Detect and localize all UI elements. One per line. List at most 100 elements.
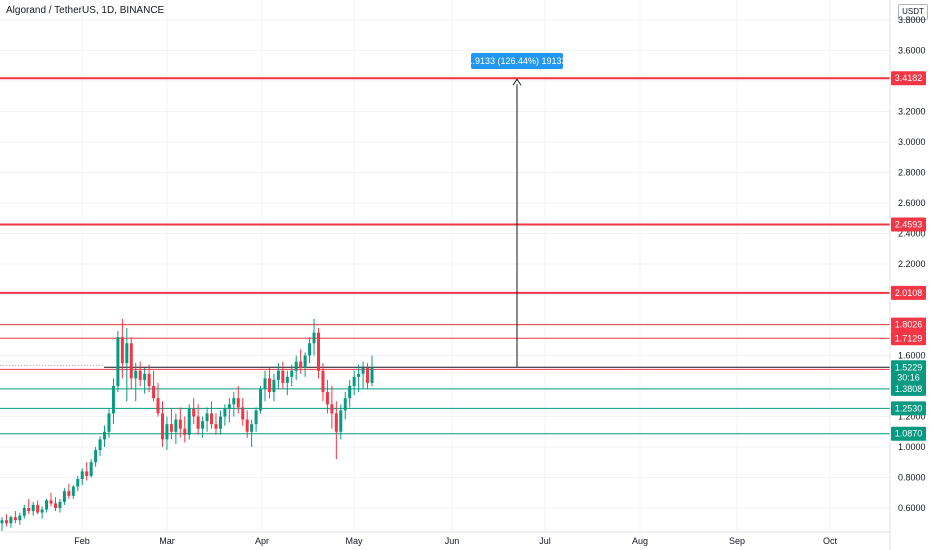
candle-body: [250, 424, 254, 432]
last-price-tag-box: [891, 360, 926, 385]
candle-body: [348, 386, 352, 399]
candle-body: [366, 367, 370, 383]
candle-body: [227, 404, 231, 409]
candle-body: [22, 508, 26, 516]
price-tag-box: [891, 71, 926, 86]
candle-body: [152, 386, 156, 399]
candle-body: [267, 378, 271, 393]
candle-body: [98, 439, 102, 451]
y-tick-label: 2.8000: [898, 168, 926, 178]
price-tag-box: [891, 317, 926, 332]
y-tick-label: 1.6000: [898, 351, 926, 361]
candle-body: [254, 410, 258, 425]
price-tag-box: [891, 426, 926, 441]
candle-body: [76, 479, 80, 487]
candle-body: [196, 416, 200, 429]
candle-body: [169, 424, 173, 432]
candle-body: [361, 367, 365, 374]
candle-body: [192, 408, 196, 417]
candle-body: [321, 370, 325, 393]
candlesticks: [0, 318, 374, 531]
candle-body: [85, 471, 89, 476]
x-tick-label: Oct: [823, 536, 838, 546]
candle-body: [160, 413, 164, 440]
candle-body: [147, 373, 151, 386]
candle-body: [120, 337, 124, 364]
x-tick-label: Jun: [445, 536, 460, 546]
candle-body: [218, 416, 222, 429]
candle-body: [143, 373, 147, 380]
candle-body: [58, 501, 62, 508]
x-tick-label: May: [345, 536, 363, 546]
measure-label: 1.9133 (126.44%) 19133: [467, 56, 566, 66]
x-tick-label: Sep: [729, 536, 745, 546]
candle-body: [178, 419, 182, 429]
candle-body: [18, 515, 22, 521]
y-tick-label: 2.2000: [898, 259, 926, 269]
candle-body: [165, 424, 169, 440]
candle-body: [214, 424, 218, 429]
price-tag-label: 1.7129: [895, 333, 923, 343]
price-tag-box: [891, 401, 926, 416]
candle-body: [232, 398, 236, 405]
y-tick-label: 0.8000: [898, 473, 926, 483]
candle-body: [290, 370, 294, 377]
candle-body: [294, 361, 298, 371]
candle-body: [116, 337, 120, 386]
price-tag-label: 1.3808: [895, 384, 923, 394]
candle-body: [0, 520, 4, 524]
candle-body: [156, 398, 160, 414]
candle-body: [285, 376, 289, 383]
candle-body: [352, 376, 356, 386]
candle-body: [129, 343, 133, 379]
y-tick-label: 2.4000: [898, 229, 926, 239]
candle-body: [245, 419, 249, 432]
candle-body: [174, 419, 178, 432]
candle-body: [201, 421, 205, 429]
price-tag-label: 2.4593: [895, 219, 923, 229]
price-tag-box: [891, 381, 926, 396]
grid: [0, 0, 890, 532]
y-tick-label: 1.2000: [898, 412, 926, 422]
x-tick-label: Mar: [159, 536, 175, 546]
candle-body: [53, 503, 57, 508]
candle-body: [236, 398, 240, 408]
x-tick-label: Apr: [255, 536, 269, 546]
countdown-label: 30:16: [897, 372, 920, 382]
candle-body: [210, 413, 214, 425]
price-tag-label: 1.0870: [895, 429, 923, 439]
candle-body: [308, 343, 312, 356]
price-tags: 3.41822.45932.01081.80261.71291.50901.38…: [891, 71, 926, 441]
candle-body: [107, 413, 111, 432]
currency-badge[interactable]: USDT: [898, 4, 928, 20]
candle-body: [36, 504, 40, 513]
candle-body: [339, 410, 343, 432]
candle-body: [370, 367, 374, 383]
candle-body: [49, 500, 53, 504]
candle-body: [9, 517, 13, 524]
y-tick-label: 3.8000: [898, 15, 926, 25]
measure-arrowhead: [512, 78, 522, 86]
y-tick-label: 1.0000: [898, 442, 926, 452]
candle-body: [31, 504, 35, 512]
measure-tool[interactable]: 1.9133 (126.44%) 19133: [467, 53, 567, 368]
y-tick-label: 0.6000: [898, 503, 926, 513]
candle-body: [103, 431, 107, 440]
candle-body: [71, 486, 75, 496]
candle-body: [80, 471, 84, 480]
candle-body: [272, 379, 276, 393]
candle-body: [263, 378, 267, 390]
candle-body: [138, 370, 142, 380]
price-tag-box: [891, 217, 926, 232]
candle-body: [325, 392, 329, 405]
time-axis[interactable]: Feb Mar Apr May Jun Jul Aug Sep Oct: [74, 536, 837, 546]
candle-body: [134, 370, 138, 379]
candle-body: [343, 398, 347, 411]
price-tag-box: [891, 331, 926, 346]
candle-body: [281, 370, 285, 383]
candle-body: [40, 509, 44, 513]
y-tick-label: 3.2000: [898, 107, 926, 117]
candle-body: [27, 508, 31, 512]
price-tag-label: 3.4182: [895, 73, 923, 83]
